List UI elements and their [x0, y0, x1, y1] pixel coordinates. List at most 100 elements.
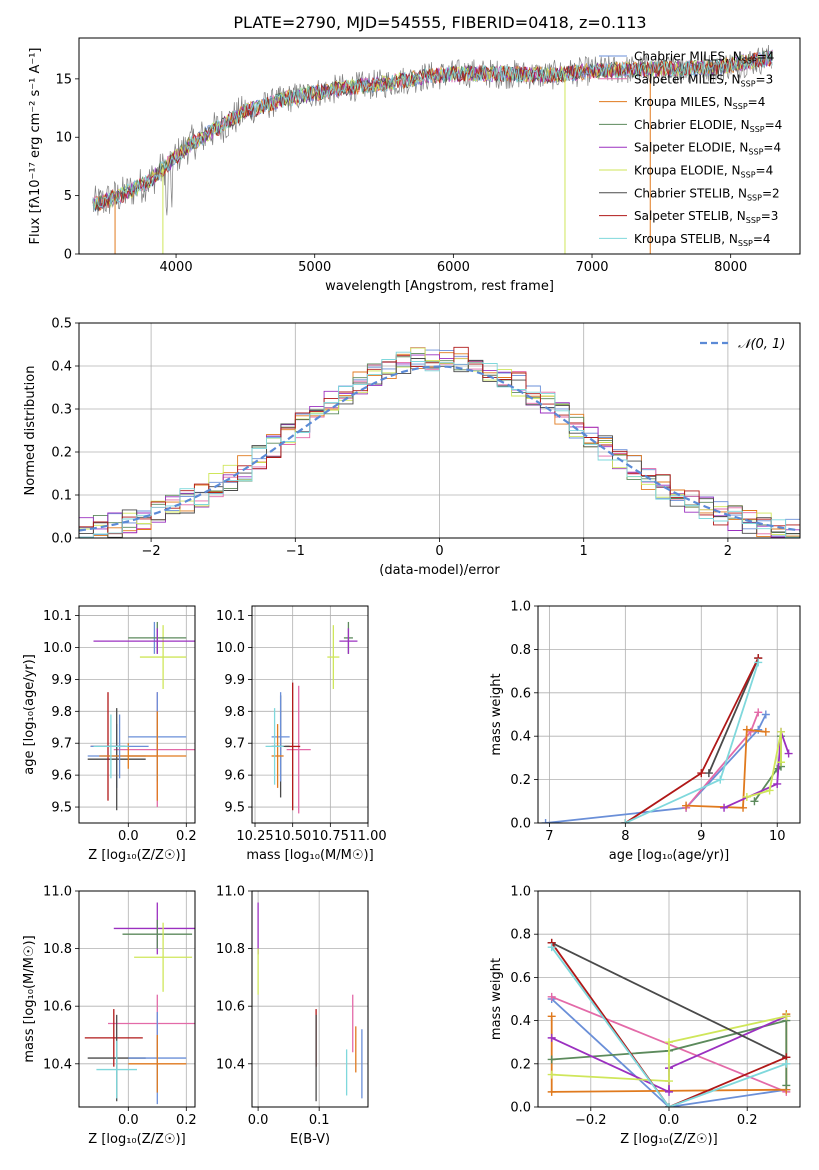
- y-tick-label: 0.0: [510, 1101, 531, 1116]
- y-tick-label: 0: [64, 248, 72, 263]
- series-line: [624, 662, 760, 823]
- x-tick-label: 0.0: [118, 1113, 139, 1128]
- y-tick-label: 10.1: [216, 609, 245, 624]
- series-marker: [777, 727, 786, 736]
- x-axis-label: E(B-V): [290, 1132, 330, 1147]
- y-tick-label: 0.6: [510, 971, 531, 986]
- y-tick-label: 0.4: [51, 360, 72, 375]
- y-tick-label: 10.4: [216, 1057, 245, 1072]
- series-marker: [742, 725, 751, 734]
- series-marker: [782, 1012, 791, 1021]
- axes-frame: [78, 322, 801, 539]
- y-axis-label: mass [log₁₀(M/M☉)]: [22, 935, 37, 1062]
- x-tick-label: 0: [435, 544, 443, 559]
- y-tick-label: 10.1: [43, 609, 72, 624]
- y-tick-label: 10.8: [43, 942, 72, 957]
- series-marker: [547, 1087, 556, 1096]
- x-tick-label: 1: [580, 544, 588, 559]
- x-tick-label: 0.2: [737, 1113, 758, 1128]
- series-marker: [665, 1103, 673, 1107]
- series-marker: [773, 779, 782, 788]
- x-tick-label: 7000: [575, 260, 608, 275]
- x-tick-label: 8000: [714, 260, 747, 275]
- y-tick-label: 1.0: [510, 885, 531, 900]
- axes-frame: [78, 37, 801, 255]
- x-tick-label: −2: [142, 544, 161, 559]
- x-tick-label: 0.0: [248, 1113, 269, 1128]
- y-axis-label: mass weight: [489, 958, 504, 1040]
- mass_vs_ebv-panel: 0.0 0.1 10.4 10.6 10.8 11.0 E(B-V): [216, 885, 369, 1147]
- series-marker: [716, 775, 725, 784]
- x-axis-label: (data-model)/error: [379, 563, 500, 578]
- series-marker: [665, 1038, 673, 1047]
- spectrum-legend: Chabrier MILES, NSSP=4 Salpeter MILES, NS…: [599, 50, 782, 248]
- plot-area: [79, 606, 195, 823]
- y-tick-label: 9.9: [51, 673, 72, 688]
- y-tick-label: 11.0: [43, 885, 72, 900]
- x-tick-label: 10.25: [236, 829, 273, 844]
- y-tick-label: 0.8: [510, 643, 531, 658]
- residuals-panel: −2 −1 0 1 2 0.0 0.1 0.2 0.3 0.4 0.5 (data-model)/er…: [23, 317, 801, 578]
- series-marker: [761, 710, 770, 719]
- x-tick-label: 9: [697, 829, 705, 844]
- x-tick-label: 0.0: [659, 1113, 680, 1128]
- series-marker: [782, 1081, 791, 1090]
- y-tick-label: 0.6: [510, 686, 531, 701]
- series-marker: [742, 792, 751, 801]
- series-marker: [765, 786, 774, 795]
- x-tick-label: 8: [621, 829, 629, 844]
- y-tick-label: 10.0: [216, 641, 245, 656]
- series-marker: [750, 797, 759, 806]
- x-tick-label: −1: [286, 544, 305, 559]
- x-axis-label: Z [log₁₀(Z/Z☉)]: [620, 1132, 717, 1147]
- legend-label: Kroupa MILES, NSSP=4: [634, 95, 765, 111]
- legend-label: Salpeter MILES, NSSP=3: [634, 72, 773, 88]
- histogram-step: [79, 351, 800, 538]
- x-tick-label: 7: [545, 829, 553, 844]
- y-tick-label: 9.7: [51, 737, 72, 752]
- x-tick-label: 0.0: [118, 829, 139, 844]
- legend-label: Kroupa ELODIE, NSSP=4: [634, 164, 773, 180]
- legend-label: 𝒩(0, 1): [738, 337, 785, 352]
- series-marker: [547, 992, 556, 1001]
- x-axis-label: Z [log₁₀(Z/Z☉)]: [88, 848, 185, 863]
- histogram-step: [79, 352, 800, 538]
- plot-area: [252, 891, 368, 1107]
- x-tick-label: 6000: [437, 260, 470, 275]
- y-tick-label: 0.2: [510, 1057, 531, 1072]
- y-tick-label: 9.9: [224, 673, 245, 688]
- series-marker: [784, 749, 793, 758]
- y-tick-label: 0.4: [510, 1014, 531, 1029]
- y-tick-label: 9.8: [224, 705, 245, 720]
- x-tick-label: 4000: [160, 260, 193, 275]
- y-tick-label: 0.2: [51, 446, 72, 461]
- spectrum-panel: 4000 5000 6000 7000 8000 0 5 10 15 wavelength [An…: [28, 37, 801, 294]
- model-spectrum-line: [92, 49, 773, 208]
- series-line: [686, 728, 766, 809]
- x-tick-label: −0.2: [575, 1113, 607, 1128]
- y-tick-label: 9.8: [51, 705, 72, 720]
- series-marker: [541, 819, 550, 823]
- series-marker: [665, 1087, 673, 1096]
- x-tick-label: 0.1: [309, 1113, 330, 1128]
- x-tick-label: 11.00: [349, 829, 386, 844]
- axes-frame: [78, 605, 196, 824]
- series-line: [550, 942, 787, 1107]
- y-tick-label: 0.5: [51, 317, 72, 332]
- axes-frame: [537, 605, 801, 824]
- series-marker: [754, 658, 763, 667]
- series-marker: [547, 1070, 556, 1079]
- series-line: [551, 998, 787, 1107]
- series-marker: [547, 1033, 556, 1042]
- x-axis-label: wavelength [Angstrom, rest frame]: [325, 279, 554, 294]
- massweight_vs_z-panel: −0.2 0.0 0.2 0.0 0.2 0.4 0.6 0.8 1.0 Z [log₁₀(Z/Z…: [489, 885, 801, 1147]
- series-marker: [754, 708, 763, 717]
- series-marker: [782, 1059, 791, 1068]
- axes-frame: [251, 605, 369, 824]
- massweight_vs_age-panel: 7 8 9 10 0.0 0.2 0.4 0.6 0.8 1.0 age [log₁₀(age/yr…: [489, 600, 801, 863]
- age_vs_mass-panel: 10.25 10.50 10.75 11.00 9.5 9.6 9.7 9.8 9.9 10.0 1…: [216, 605, 387, 863]
- x-axis-label: age [log₁₀(age/yr)]: [609, 848, 730, 863]
- axes-frame: [78, 890, 196, 1108]
- plot-area: [79, 891, 195, 1107]
